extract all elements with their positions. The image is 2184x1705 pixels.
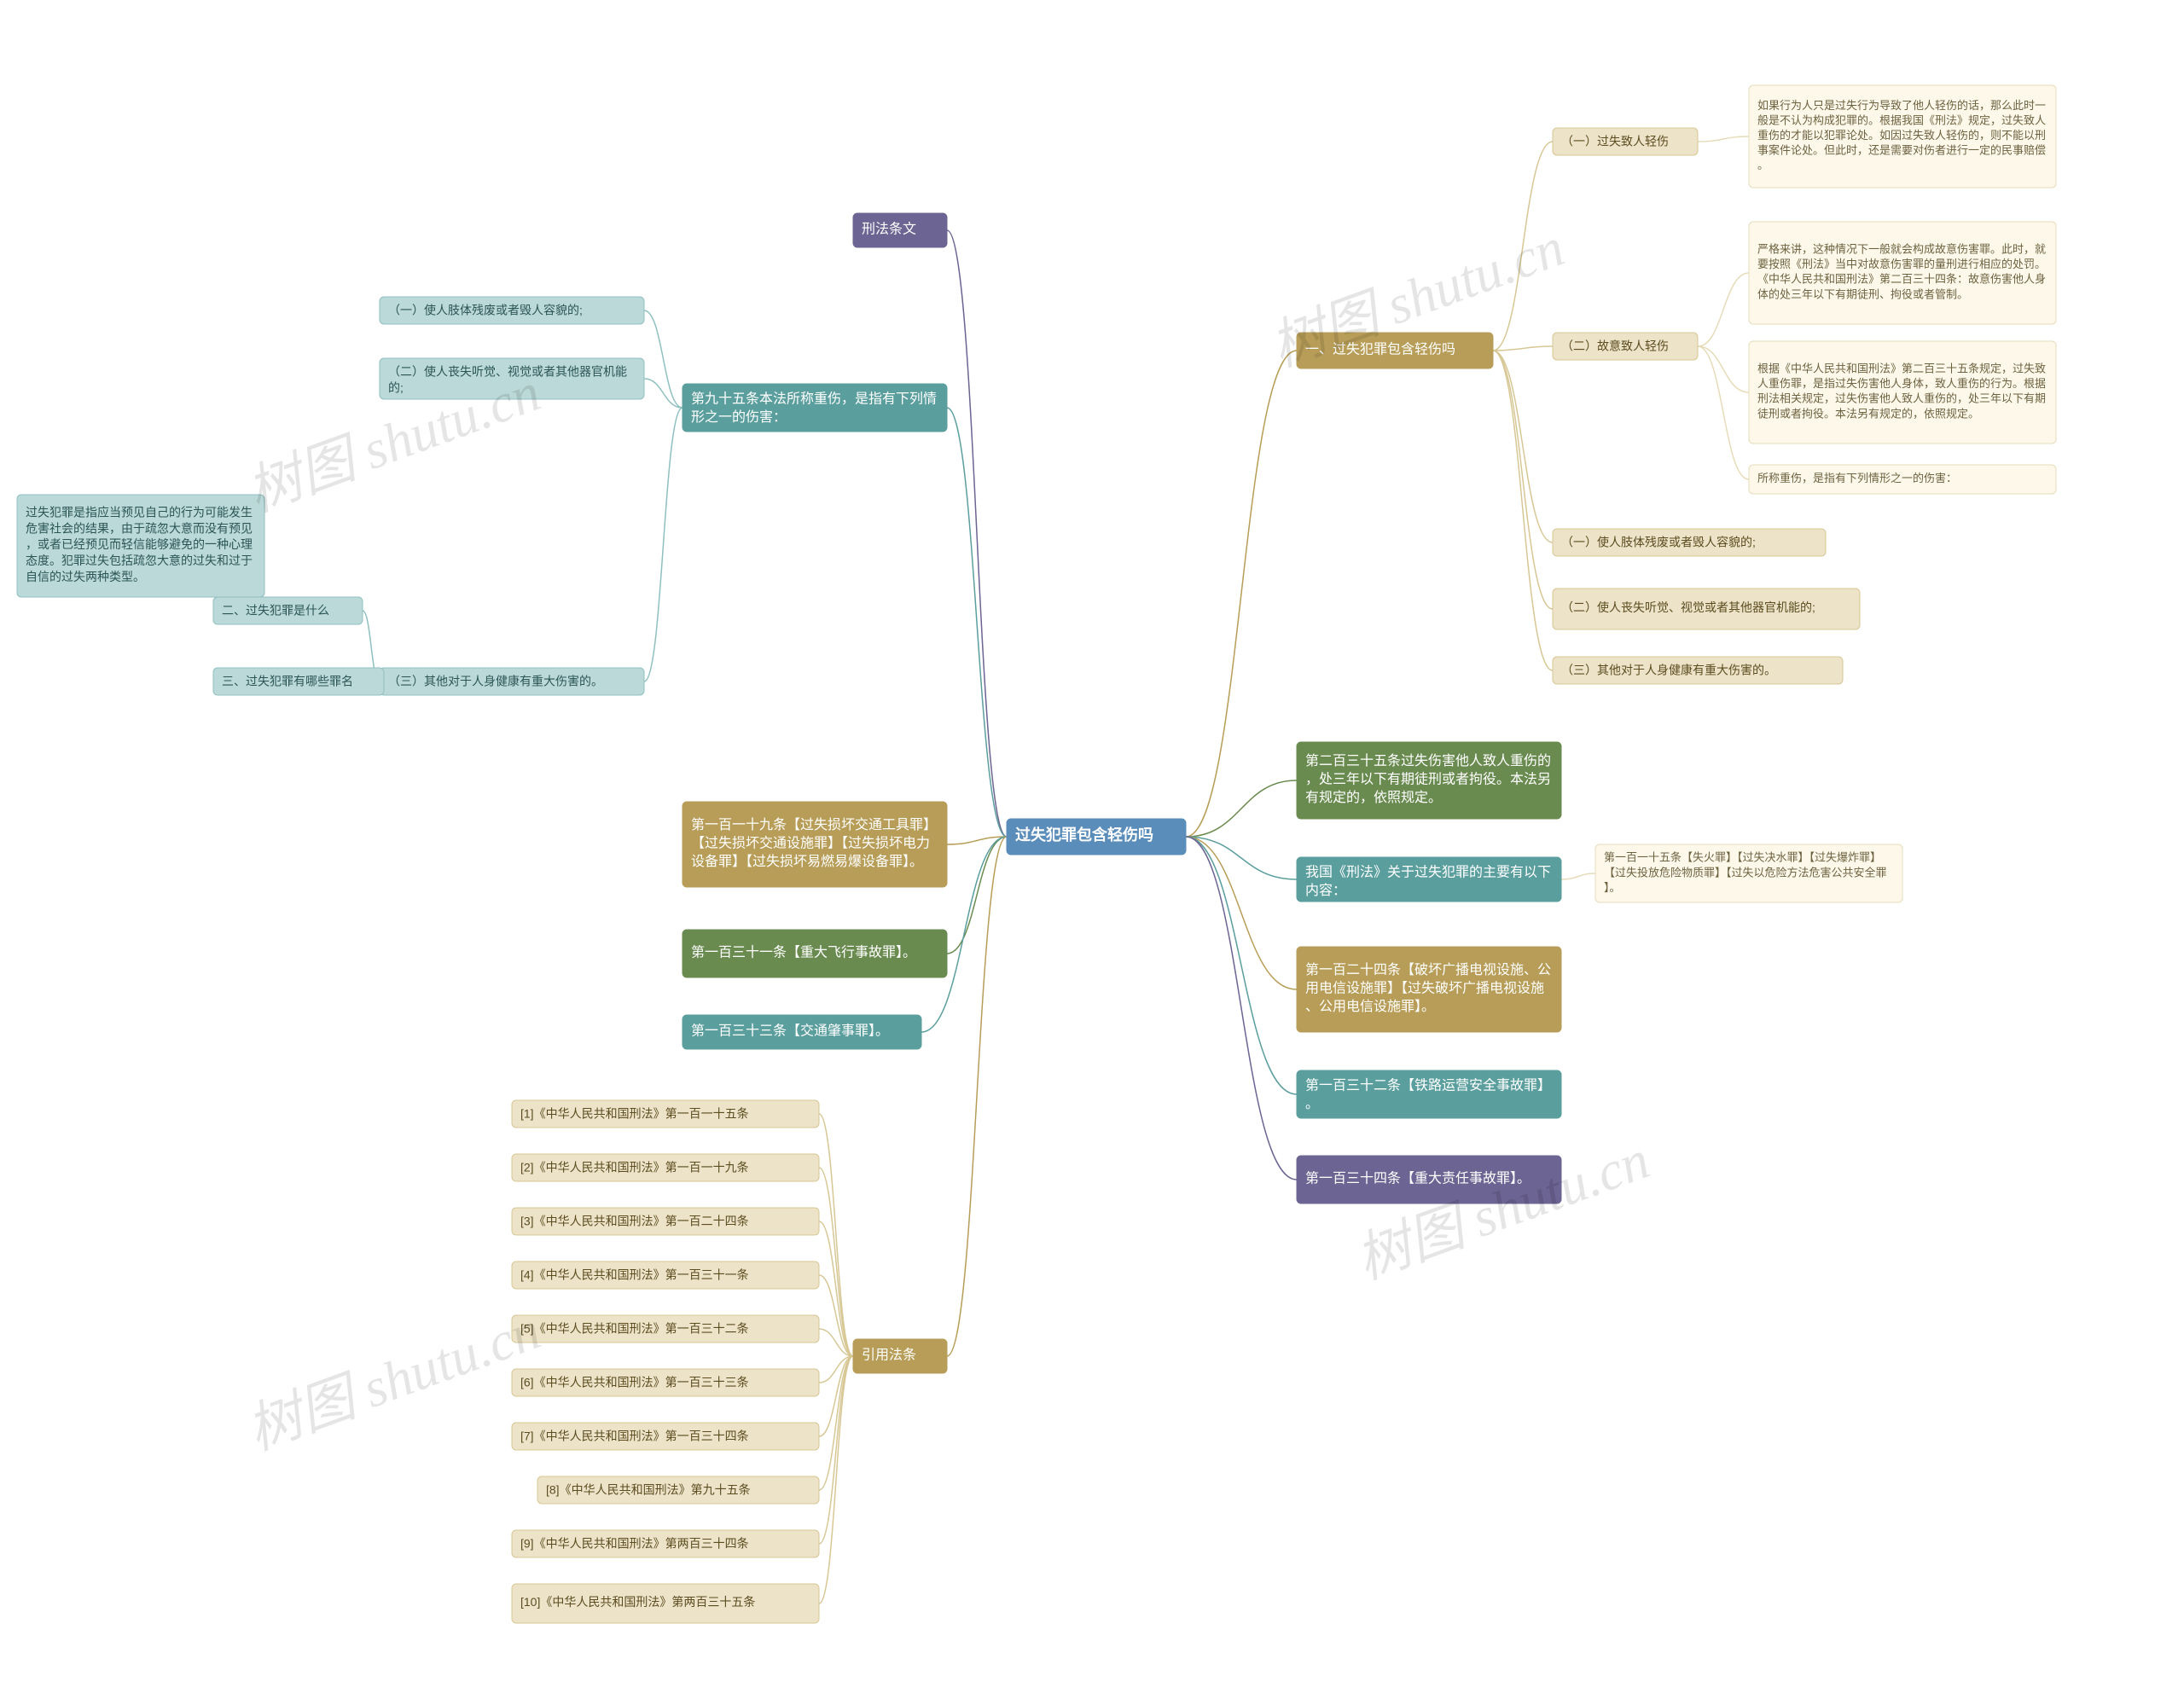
connector — [1493, 346, 1553, 351]
node-l6i[interactable]: [9]《中华人民共和国刑法》第两百三十四条 — [512, 1530, 819, 1557]
connector — [819, 1114, 853, 1356]
connector — [1698, 346, 1749, 479]
node-text: [2]《中华人民共和国刑法》第一百一十九条 — [520, 1161, 749, 1174]
node-text: （三）其他对于人身健康有重大伤害的。 — [388, 675, 603, 688]
node-text: 第一百三十三条【交通肇事罪】。 — [691, 1024, 889, 1039]
node-l6g[interactable]: [7]《中华人民共和国刑法》第一百三十四条 — [512, 1423, 819, 1450]
node-l6f[interactable]: [6]《中华人民共和国刑法》第一百三十三条 — [512, 1369, 819, 1396]
node-r1b-n3[interactable]: 所称重伤，是指有下列情形之一的伤害： — [1749, 465, 2056, 494]
watermark: 树图 shutu.cn — [240, 1300, 549, 1462]
node-text: （三）其他对于人身健康有重大伤害的。 — [1561, 664, 1776, 677]
node-l6c[interactable]: [3]《中华人民共和国刑法》第一百二十四条 — [512, 1208, 819, 1235]
connector — [819, 1356, 853, 1544]
node-text: 过失犯罪包含轻伤吗 — [1015, 826, 1153, 844]
connector — [947, 230, 1007, 837]
node-text: 所称重伤，是指有下列情形之一的伤害： — [1757, 472, 1957, 484]
node-r1a-n[interactable]: 如果行为人只是过失行为导致了他人轻伤的话，那么此时一般是不认为构成犯罪的。根据我… — [1749, 85, 2056, 188]
node-r1b-n2[interactable]: 根据《中华人民共和国刑法》第二百三十五条规定，过失致人重伤罪，是指过失伤害他人身… — [1749, 341, 2056, 444]
connector — [1186, 837, 1297, 1180]
node-l2c1n[interactable]: 过失犯罪是指应当预见自己的行为可能发生危害社会的结果，由于疏忽大意而没有预见，或… — [17, 495, 264, 597]
connector — [1698, 136, 1749, 142]
node-l6j[interactable]: [10]《中华人民共和国刑法》第两百三十五条 — [512, 1584, 819, 1623]
node-l2c[interactable]: （三）其他对于人身健康有重大伤害的。 — [380, 668, 644, 695]
node-text: [6]《中华人民共和国刑法》第一百三十三条 — [520, 1376, 749, 1389]
node-l6b[interactable]: [2]《中华人民共和国刑法》第一百一十九条 — [512, 1154, 819, 1181]
node-l3[interactable]: 第一百一十九条【过失损坏交通工具罪】【过失损坏交通设施罪】【过失损坏电力设备罪】… — [682, 802, 947, 887]
mindmap-canvas: 过失犯罪包含轻伤吗一、过失犯罪包含轻伤吗（一）过失致人轻伤如果行为人只是过失行为… — [0, 0, 2184, 1705]
node-r1b[interactable]: （二）故意致人轻伤 — [1553, 333, 1698, 360]
node-text: [5]《中华人民共和国刑法》第一百三十二条 — [520, 1322, 749, 1336]
node-r2[interactable]: 第二百三十五条过失伤害他人致人重伤的，处三年以下有期徒刑或者拘役。本法另有规定的… — [1297, 742, 1561, 819]
node-text: 二、过失犯罪是什么 — [222, 604, 329, 618]
connector — [644, 408, 682, 681]
node-text: [10]《中华人民共和国刑法》第两百三十五条 — [520, 1595, 755, 1609]
connector — [1698, 273, 1749, 346]
node-text: 第一百一十九条【过失损坏交通工具罪】【过失损坏交通设施罪】【过失损坏电力设备罪】… — [691, 817, 937, 869]
node-text: （一）使人肢体残废或者毁人容貌的; — [388, 304, 583, 317]
node-l6a[interactable]: [1]《中华人民共和国刑法》第一百一十五条 — [512, 1100, 819, 1128]
node-text: （一）使人肢体残废或者毁人容貌的; — [1561, 536, 1756, 549]
node-l6d[interactable]: [4]《中华人民共和国刑法》第一百三十一条 — [512, 1261, 819, 1289]
node-text: （二）故意致人轻伤 — [1561, 339, 1669, 353]
node-l6h[interactable]: [8]《中华人民共和国刑法》第九十五条 — [537, 1476, 819, 1504]
node-text: [4]《中华人民共和国刑法》第一百三十一条 — [520, 1268, 749, 1282]
node-text: [9]《中华人民共和国刑法》第两百三十四条 — [520, 1537, 749, 1551]
node-l1[interactable]: 刑法条文 — [853, 213, 947, 247]
node-r4[interactable]: 第一百二十四条【破坏广播电视设施、公用电信设施罪】【过失破坏广播电视设施、公用电… — [1297, 947, 1561, 1032]
node-text: [3]《中华人民共和国刑法》第一百二十四条 — [520, 1215, 749, 1228]
connector — [947, 408, 1007, 837]
watermark-layer: 树图 shutu.cn树图 shutu.cn树图 shutu.cn树图 shut… — [240, 217, 1658, 1462]
node-text: （二）使人丧失听觉、视觉或者其他器官机能的; — [1561, 600, 1815, 614]
connector — [1186, 837, 1297, 1094]
connector — [1493, 351, 1553, 609]
connector — [819, 1356, 853, 1490]
node-l4[interactable]: 第一百三十一条【重大飞行事故罪】。 — [682, 930, 947, 977]
node-l5[interactable]: 第一百三十三条【交通肇事罪】。 — [682, 1015, 921, 1049]
node-r1c[interactable]: （一）使人肢体残废或者毁人容貌的; — [1553, 529, 1826, 556]
connector — [1186, 837, 1297, 879]
connector — [819, 1168, 853, 1356]
node-text: 刑法条文 — [862, 222, 916, 237]
node-text: [8]《中华人民共和国刑法》第九十五条 — [546, 1483, 751, 1497]
node-text: [7]《中华人民共和国刑法》第一百三十四条 — [520, 1430, 749, 1443]
node-r1b-n1[interactable]: 严格来讲，这种情况下一般就会构成故意伤害罪。此时，就要按照《刑法》当中对故意伤害… — [1749, 222, 2056, 324]
connector — [1698, 346, 1749, 392]
node-text: （一）过失致人轻伤 — [1561, 135, 1669, 148]
node-l2c2[interactable]: 三、过失犯罪有哪些罪名 — [213, 668, 384, 695]
node-l2a[interactable]: （一）使人肢体残废或者毁人容貌的; — [380, 297, 644, 324]
node-text: [1]《中华人民共和国刑法》第一百一十五条 — [520, 1107, 749, 1121]
watermark: 树图 shutu.cn — [1349, 1129, 1658, 1291]
node-text: 三、过失犯罪有哪些罪名 — [222, 675, 353, 688]
node-l6[interactable]: 引用法条 — [853, 1339, 947, 1373]
node-r3n[interactable]: 第一百一十五条【失火罪】【过失决水罪】【过失爆炸罪】【过失投放危险物质罪】【过失… — [1595, 844, 1902, 902]
node-r5[interactable]: 第一百三十二条【铁路运营安全事故罪】。 — [1297, 1070, 1561, 1118]
node-r1d[interactable]: （二）使人丧失听觉、视觉或者其他器官机能的; — [1553, 589, 1860, 629]
connector — [1186, 780, 1297, 837]
node-l2[interactable]: 第九十五条本法所称重伤，是指有下列情形之一的伤害： — [682, 384, 947, 432]
connector — [947, 837, 1007, 1356]
node-text: 第一百三十一条【重大飞行事故罪】。 — [691, 945, 916, 960]
connector — [1493, 351, 1553, 670]
node-r3[interactable]: 我国《刑法》关于过失犯罪的主要有以下内容： — [1297, 857, 1561, 902]
connector — [1561, 873, 1595, 879]
node-r1e[interactable]: （三）其他对于人身健康有重大伤害的。 — [1553, 657, 1843, 684]
node-text: 引用法条 — [862, 1348, 916, 1363]
node-rect[interactable] — [1297, 1070, 1561, 1118]
connector — [1186, 351, 1297, 837]
node-root[interactable]: 过失犯罪包含轻伤吗 — [1007, 819, 1186, 855]
node-r1a[interactable]: （一）过失致人轻伤 — [1553, 128, 1698, 155]
node-l2c1[interactable]: 二、过失犯罪是什么 — [213, 597, 363, 624]
node-l6e[interactable]: [5]《中华人民共和国刑法》第一百三十二条 — [512, 1315, 819, 1343]
